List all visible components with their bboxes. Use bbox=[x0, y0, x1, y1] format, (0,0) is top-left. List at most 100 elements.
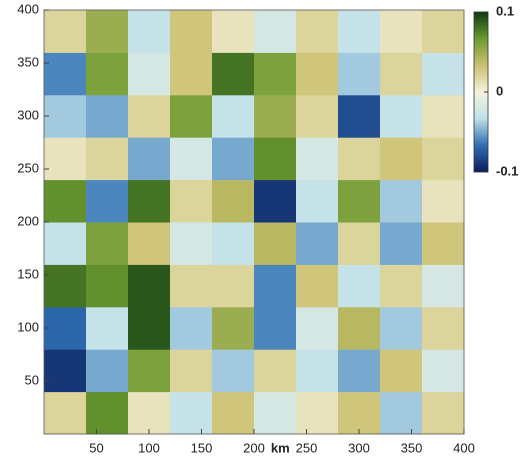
heat-cell bbox=[212, 137, 255, 181]
heat-cell bbox=[44, 179, 87, 223]
heat-cell bbox=[170, 137, 213, 181]
heat-cell bbox=[86, 264, 129, 308]
heat-cell bbox=[170, 349, 213, 393]
heat-cell bbox=[212, 94, 255, 138]
heat-cell bbox=[44, 52, 87, 96]
heat-cell bbox=[338, 306, 381, 350]
heat-cell bbox=[212, 306, 255, 350]
heat-cell bbox=[296, 137, 339, 181]
heat-cell bbox=[338, 94, 381, 138]
heat-cell bbox=[380, 52, 423, 96]
x-tick-label: 150 bbox=[191, 440, 213, 455]
heat-cell bbox=[254, 306, 297, 350]
heat-cell bbox=[338, 10, 381, 53]
heat-cell bbox=[296, 10, 339, 53]
heat-cell bbox=[296, 179, 339, 223]
heat-cell bbox=[86, 179, 129, 223]
heat-cell bbox=[128, 10, 171, 53]
heat-cell bbox=[212, 222, 255, 265]
heat-cell bbox=[380, 179, 423, 223]
heat-cell bbox=[212, 349, 255, 393]
heat-cell bbox=[296, 391, 339, 435]
heat-cell bbox=[338, 52, 381, 96]
heat-cell bbox=[44, 222, 87, 265]
heat-cell bbox=[422, 137, 465, 181]
heat-cell bbox=[44, 94, 87, 138]
heat-cell bbox=[86, 10, 129, 53]
heat-cell bbox=[212, 10, 255, 53]
heat-cell bbox=[296, 52, 339, 96]
x-tick-label: 350 bbox=[401, 440, 423, 455]
heat-cell bbox=[212, 179, 255, 223]
colorbar-tick-label: 0.1 bbox=[496, 3, 514, 18]
heat-cell bbox=[296, 349, 339, 393]
heat-cell bbox=[170, 264, 213, 308]
heat-cell bbox=[128, 179, 171, 223]
heat-cell bbox=[380, 349, 423, 393]
heat-cell bbox=[380, 94, 423, 138]
heat-cell bbox=[338, 391, 381, 435]
heat-cell bbox=[44, 264, 87, 308]
heat-cell bbox=[44, 391, 87, 435]
heat-cell bbox=[422, 349, 465, 393]
heat-cell bbox=[254, 349, 297, 393]
heat-cell bbox=[296, 222, 339, 265]
heat-cell bbox=[170, 391, 213, 435]
colorbar-tick-label: -0.1 bbox=[496, 163, 518, 178]
heat-cell bbox=[254, 264, 297, 308]
heat-cell bbox=[254, 10, 297, 53]
heat-cell bbox=[254, 94, 297, 138]
y-tick-label: 50 bbox=[25, 372, 39, 387]
heat-cell bbox=[422, 10, 465, 53]
heat-cell bbox=[86, 137, 129, 181]
heat-cell bbox=[380, 391, 423, 435]
heat-cell bbox=[338, 137, 381, 181]
heat-cell bbox=[380, 137, 423, 181]
heat-cell bbox=[422, 94, 465, 138]
heat-cell bbox=[338, 349, 381, 393]
y-tick-label: 150 bbox=[17, 266, 39, 281]
heat-cell bbox=[86, 94, 129, 138]
heat-cell bbox=[212, 264, 255, 308]
heat-cell bbox=[128, 349, 171, 393]
y-tick-label: 250 bbox=[17, 160, 39, 175]
heat-cell bbox=[170, 94, 213, 138]
heat-cell bbox=[212, 52, 255, 96]
heat-cell bbox=[254, 222, 297, 265]
heat-cell bbox=[128, 137, 171, 181]
y-tick-label: 350 bbox=[17, 54, 39, 69]
heat-cell bbox=[44, 137, 87, 181]
y-tick-label: 100 bbox=[17, 319, 39, 334]
heat-cell bbox=[86, 306, 129, 350]
heat-cell bbox=[380, 264, 423, 308]
heat-cell bbox=[86, 222, 129, 265]
heat-cell bbox=[422, 179, 465, 223]
heat-cell bbox=[254, 137, 297, 181]
heat-cell bbox=[128, 264, 171, 308]
heat-cell bbox=[254, 391, 297, 435]
heat-cell bbox=[86, 349, 129, 393]
x-tick-label: 200 bbox=[243, 440, 265, 455]
heat-cell bbox=[128, 52, 171, 96]
x-axis-label: km bbox=[271, 440, 290, 455]
heat-cell bbox=[380, 306, 423, 350]
heat-cell bbox=[170, 222, 213, 265]
heat-cell bbox=[296, 306, 339, 350]
heat-cell bbox=[44, 349, 87, 393]
heat-cell bbox=[422, 391, 465, 435]
heat-cell bbox=[254, 52, 297, 96]
x-tick-label: 400 bbox=[453, 440, 475, 455]
heat-cell bbox=[254, 179, 297, 223]
heat-cell bbox=[380, 222, 423, 265]
heat-cell bbox=[128, 94, 171, 138]
heat-cell bbox=[170, 306, 213, 350]
heat-cell bbox=[338, 264, 381, 308]
heat-cell bbox=[170, 52, 213, 96]
heat-cell bbox=[422, 264, 465, 308]
heat-cell bbox=[86, 52, 129, 96]
heat-cell bbox=[128, 306, 171, 350]
heat-cell bbox=[422, 306, 465, 350]
heat-cell bbox=[128, 222, 171, 265]
heat-cell bbox=[44, 10, 87, 53]
y-tick-label: 400 bbox=[17, 1, 39, 16]
